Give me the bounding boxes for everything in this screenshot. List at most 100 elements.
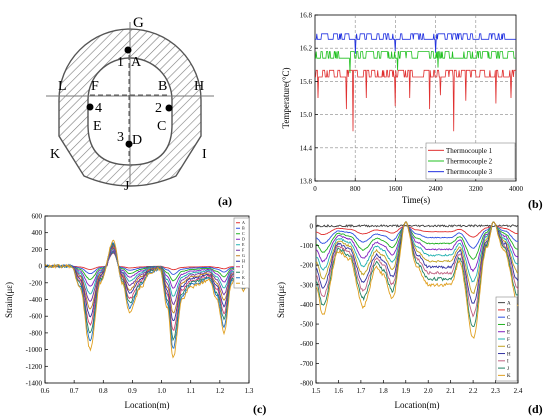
b-xtick-label: 2400 bbox=[429, 185, 444, 193]
d-legend-box bbox=[495, 296, 518, 382]
c-xtick-label: 0.6 bbox=[41, 387, 50, 395]
panel-c-chart: 0.6 0.7 0.8 0.9 1.0 1.1 1.2 1.3 -1400 -1200 -1000 -… bbox=[4, 213, 266, 417]
d-xtick-label: 2.0 bbox=[424, 387, 433, 395]
c-xtick-label: 1.0 bbox=[157, 387, 166, 395]
b-ytick-label: 15.6 bbox=[300, 78, 313, 86]
label-4: 4 bbox=[95, 101, 102, 116]
d-xtick-label: 2.4 bbox=[514, 387, 523, 395]
d-ytick-label: -100 bbox=[300, 242, 313, 250]
label-G: G bbox=[133, 15, 144, 31]
c-series-C-line bbox=[44, 251, 250, 282]
panel-b-ylabel: Temperature(°C) bbox=[281, 68, 291, 129]
panel-d-tag: (d) bbox=[528, 402, 543, 416]
panel-b-chart: 0 800 1600 2400 3200 4000 13.8 14.4 15.0 15.6 16.2… bbox=[281, 12, 543, 212]
c-ytick-label: -1000 bbox=[26, 346, 43, 354]
d-ytick-label: -200 bbox=[300, 262, 313, 270]
d-series-E-line bbox=[315, 221, 519, 273]
c-legend-label: C bbox=[242, 231, 245, 236]
d-xtick-label: 1.9 bbox=[401, 387, 410, 395]
d-series-F-line bbox=[315, 221, 519, 283]
c-series-L-line bbox=[44, 239, 250, 359]
c-series-B-line bbox=[44, 252, 249, 275]
c-legend-label: G bbox=[242, 253, 245, 258]
c-series-D-line bbox=[44, 249, 250, 289]
label-E: E bbox=[93, 119, 102, 134]
d-series-B-line bbox=[315, 221, 518, 238]
b-xtick-label: 3200 bbox=[469, 185, 484, 193]
label-I: I bbox=[202, 147, 207, 162]
c-legend-box bbox=[233, 217, 250, 289]
b-xtick-label: 1600 bbox=[388, 185, 403, 193]
d-legend-label: F bbox=[507, 338, 510, 343]
c-ytick-label: -200 bbox=[29, 279, 42, 287]
c-xtick-label: 1.1 bbox=[186, 387, 195, 395]
b-legend-label: Thermocouple 2 bbox=[446, 157, 493, 165]
b-ytick-label: 13.8 bbox=[300, 178, 313, 186]
d-legend-label: I bbox=[507, 360, 509, 365]
c-legend-label: F bbox=[242, 248, 245, 253]
d-legend-label: E bbox=[507, 330, 510, 335]
d-xtick-label: 2.3 bbox=[491, 387, 500, 395]
c-legend-label: H bbox=[242, 259, 245, 264]
c-ytick-label: -600 bbox=[29, 313, 42, 321]
c-legend-label: I bbox=[242, 264, 244, 269]
c-series-E-line bbox=[44, 248, 250, 297]
c-series-J-line bbox=[44, 242, 250, 342]
d-ytick-label: -400 bbox=[300, 301, 313, 309]
d-xtick-label: 1.7 bbox=[357, 387, 366, 395]
c-series-H-line bbox=[44, 245, 250, 322]
d-series-C-line bbox=[316, 221, 518, 249]
label-1: 1 bbox=[117, 55, 124, 70]
panel-b-tag: (b) bbox=[528, 197, 543, 211]
d-ytick-label: -800 bbox=[300, 380, 313, 388]
panel-b-xlabel: Time(s) bbox=[402, 195, 430, 205]
d-ytick-label: -600 bbox=[300, 340, 313, 348]
d-xtick-label: 1.8 bbox=[379, 387, 388, 395]
c-ytick-label: -800 bbox=[29, 329, 42, 337]
b-ytick-label: 14.4 bbox=[300, 144, 313, 152]
label-H: H bbox=[194, 79, 204, 94]
label-C: C bbox=[157, 119, 166, 134]
sensor-point-4 bbox=[86, 103, 94, 111]
label-3: 3 bbox=[117, 130, 124, 145]
panel-d-chart: 1.5 1.6 1.7 1.8 1.9 2.0 2.1 2.2 2.3 2.4 -800 -700 -6… bbox=[276, 215, 543, 416]
d-ytick-label: 0 bbox=[310, 222, 314, 230]
panel-c-xlabel: Location(m) bbox=[125, 400, 170, 410]
sensor-point-1 bbox=[124, 46, 132, 54]
c-series-A-line bbox=[45, 252, 249, 271]
label-2: 2 bbox=[155, 101, 162, 116]
panel-a-diagram: G 1 A L F B H 4 2 E C 3 D K I J (a) bbox=[46, 15, 232, 208]
b-ytick-label: 15.0 bbox=[300, 111, 313, 119]
c-legend-label: B bbox=[242, 226, 245, 231]
d-legend-label: G bbox=[507, 345, 511, 350]
c-xtick-label: 0.9 bbox=[128, 387, 137, 395]
c-xtick-label: 0.8 bbox=[99, 387, 108, 395]
label-J: J bbox=[124, 179, 130, 194]
d-legend-label: A bbox=[507, 301, 511, 306]
c-legend-label: K bbox=[242, 275, 245, 280]
panel-c-ylabel: Strain(με) bbox=[4, 282, 14, 318]
d-series-D-line bbox=[315, 221, 519, 260]
panel-a-tag: (a) bbox=[218, 194, 232, 208]
b-legend-box bbox=[425, 142, 516, 180]
label-L: L bbox=[58, 79, 67, 94]
d-series-I-line bbox=[315, 221, 519, 318]
c-ytick-label: 400 bbox=[32, 229, 43, 237]
d-xtick-label: 1.5 bbox=[312, 387, 321, 395]
c-xtick-label: 1.3 bbox=[245, 387, 254, 395]
sensor-point-3 bbox=[125, 140, 133, 148]
d-ytick-label: -500 bbox=[300, 321, 313, 329]
d-ytick-label: -700 bbox=[300, 360, 313, 368]
c-ytick-label: -1200 bbox=[26, 363, 43, 371]
label-F: F bbox=[91, 79, 99, 94]
b-xtick-label: 800 bbox=[350, 185, 361, 193]
d-legend-label: B bbox=[507, 309, 511, 314]
d-series-H-line bbox=[315, 221, 519, 304]
d-legend-label: D bbox=[507, 323, 511, 328]
c-xtick-label: 1.2 bbox=[215, 387, 224, 395]
c-ytick-label: -1400 bbox=[26, 380, 43, 388]
b-ytick-label: 16.2 bbox=[300, 45, 313, 53]
b-xtick-label: 4000 bbox=[509, 185, 524, 193]
d-xtick-label: 2.1 bbox=[446, 387, 455, 395]
c-legend-label: D bbox=[242, 237, 245, 242]
